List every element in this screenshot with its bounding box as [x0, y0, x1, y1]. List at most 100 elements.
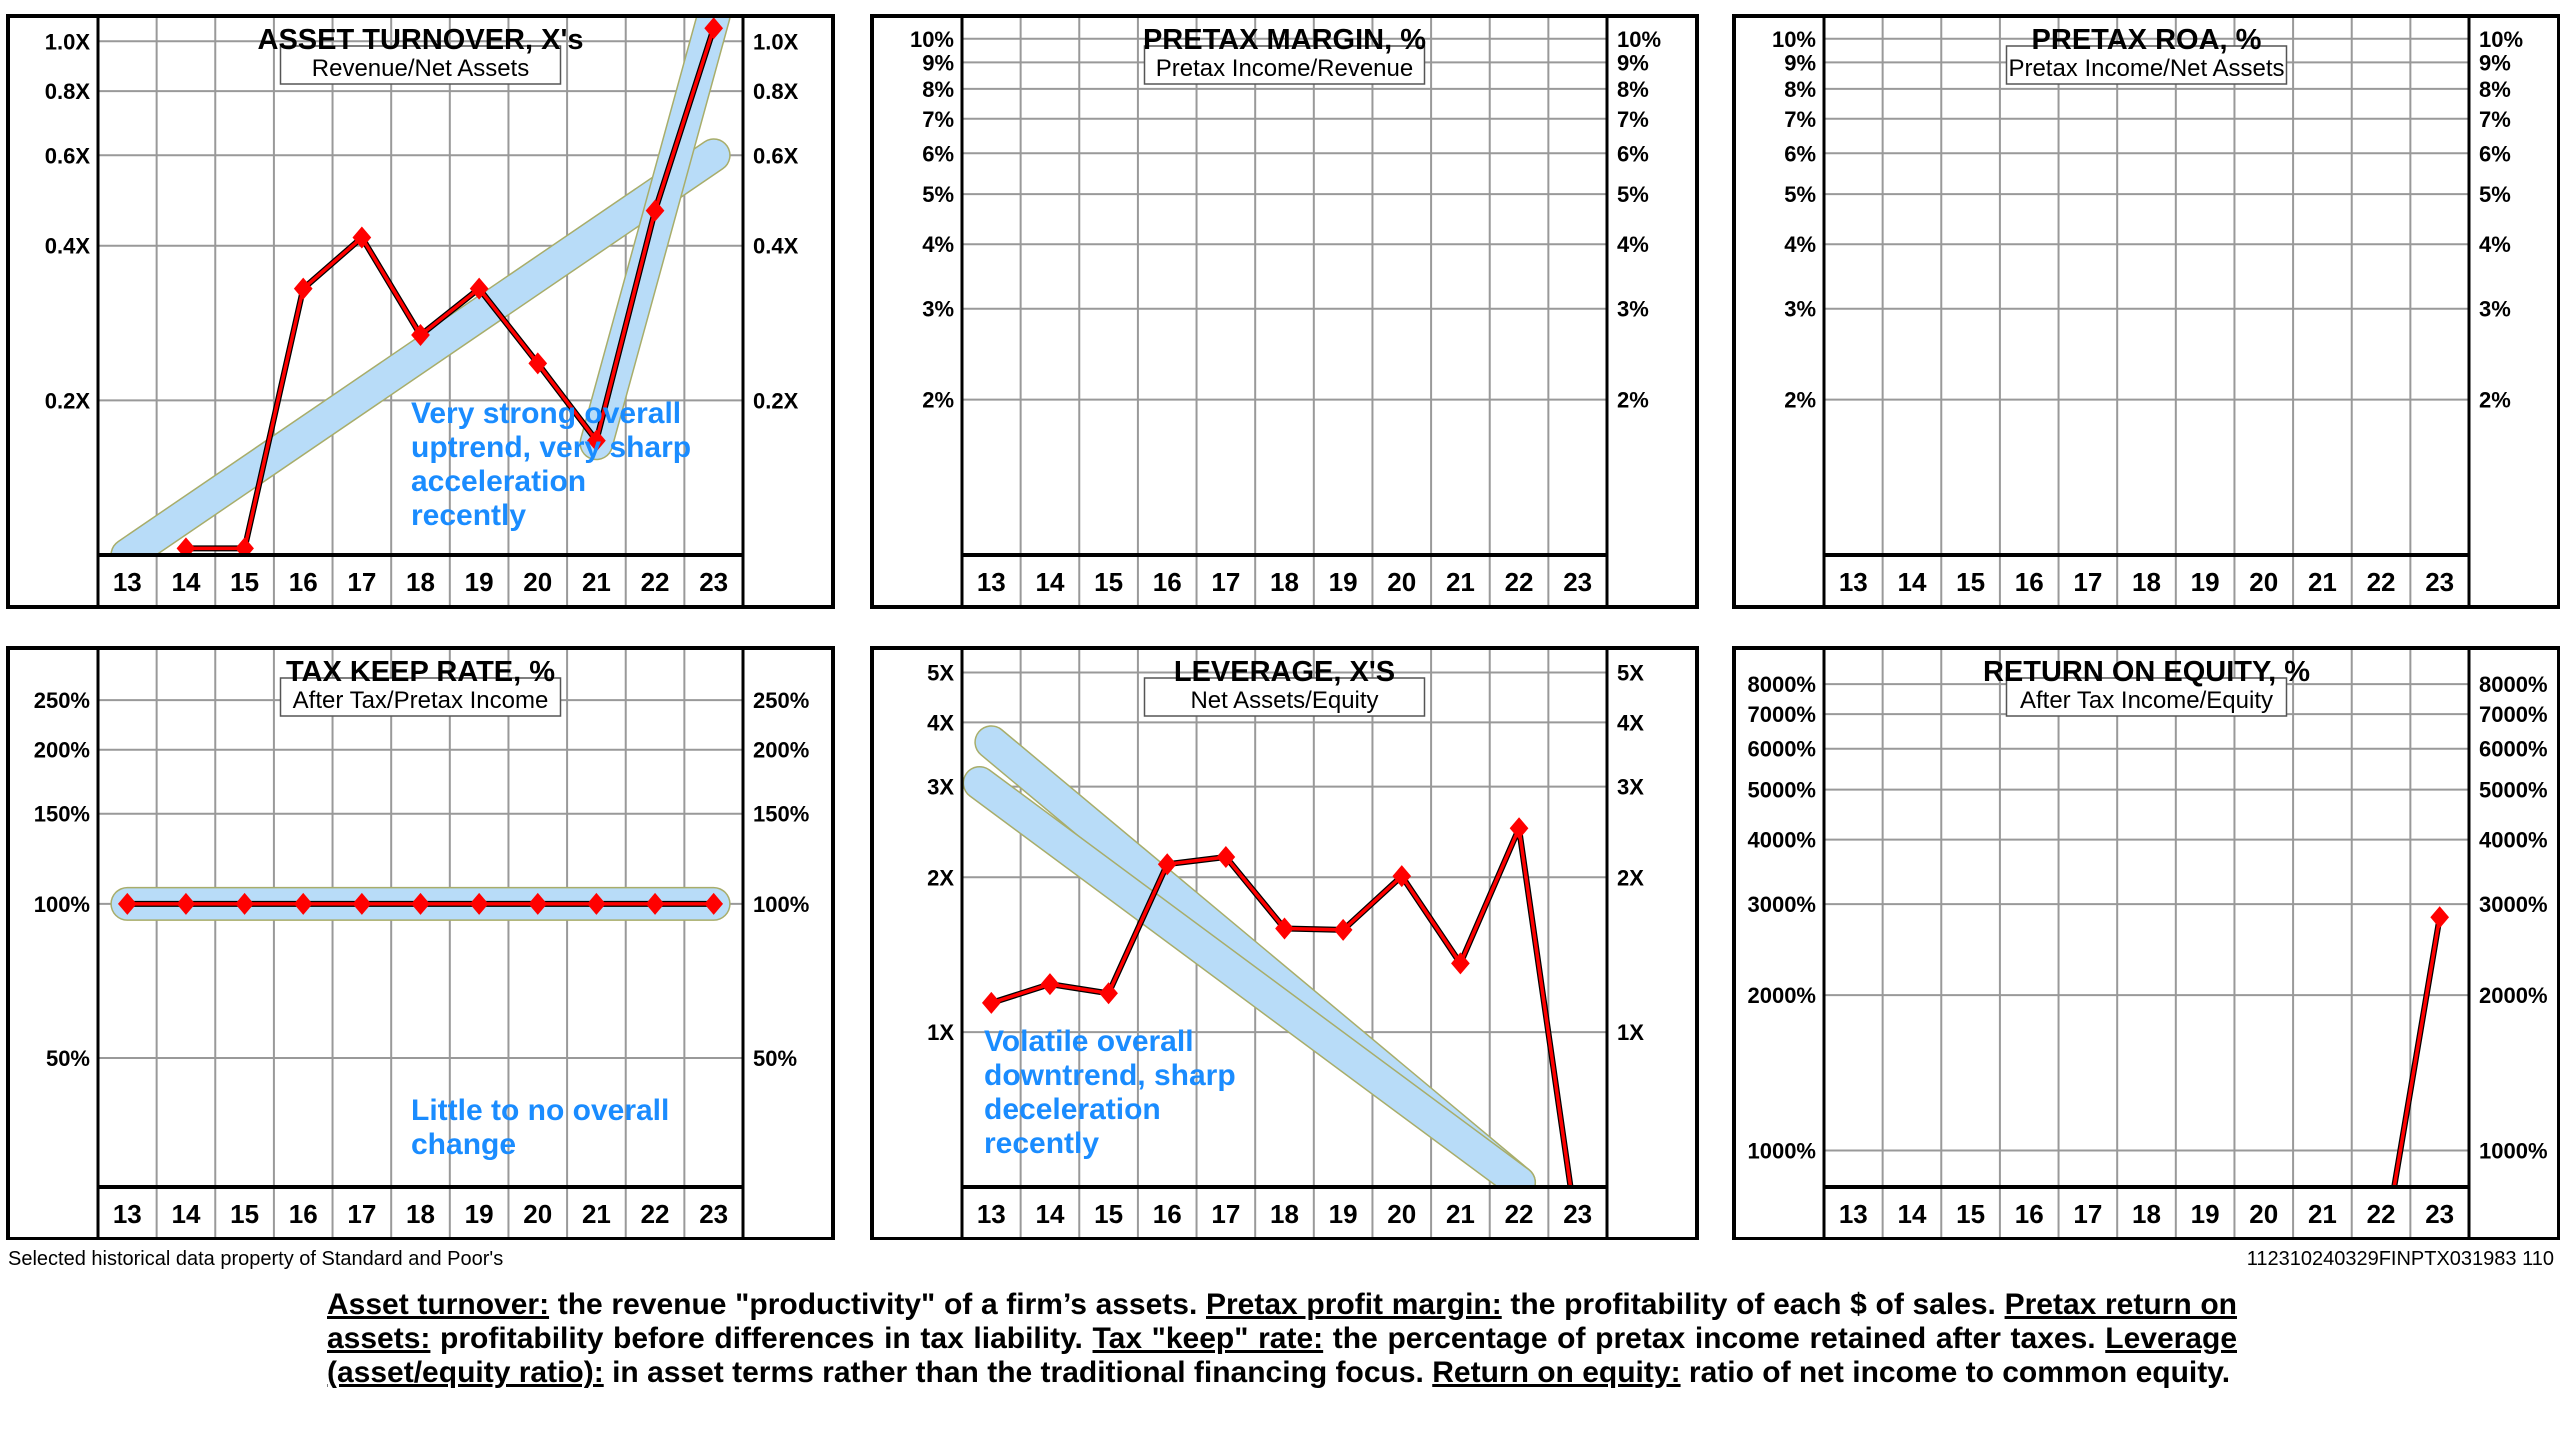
x-tick-label: 15 — [1094, 1199, 1123, 1229]
data-point-15 — [235, 892, 254, 915]
x-tick-label: 21 — [582, 1199, 611, 1229]
x-tick-label: 18 — [1270, 1199, 1299, 1229]
data-point-18 — [411, 892, 430, 915]
y-tick-label-right: 0.8X — [753, 79, 799, 104]
y-tick-label-left: 6000% — [1747, 737, 1816, 762]
y-tick-label-right: 2% — [2479, 388, 2511, 413]
y-tick-label-left: 7% — [1784, 107, 1816, 132]
data-point-23 — [704, 892, 724, 915]
trend-annotation: deceleration — [984, 1093, 1161, 1126]
glossary-definition: the profitability of each $ of sales. — [1501, 1288, 2005, 1321]
y-tick-label-right: 200% — [753, 738, 809, 763]
x-tick-label: 14 — [1035, 1199, 1064, 1229]
y-tick-label-left: 100% — [34, 892, 90, 917]
panel-background — [1734, 648, 2559, 1239]
y-tick-label-left: 6% — [1784, 141, 1816, 166]
chart-title: TAX KEEP RATE, % — [286, 656, 555, 688]
y-tick-label-left: 5000% — [1747, 778, 1816, 803]
y-tick-label-left: 8000% — [1747, 672, 1816, 697]
panel-border — [6, 646, 835, 1240]
y-tick-label-left: 50% — [46, 1046, 90, 1071]
data-point-22 — [645, 199, 665, 222]
x-tick-label: 13 — [1839, 567, 1868, 597]
chart-panel-asset-turnover-x-s: 1.0X 1.0X 0.8X 0.8X 0.6X 0.6X 0.4X 0.4X 0.2X 0.2X… — [6, 14, 835, 609]
y-tick-label-right: 9% — [1617, 50, 1649, 75]
x-tick-label: 13 — [1839, 1199, 1868, 1229]
glossary-term: Asset turnover: — [327, 1288, 550, 1321]
x-tick-label: 19 — [2191, 567, 2220, 597]
glossary-term: Tax "keep" rate: — [1092, 1322, 1324, 1355]
x-tick-label: 23 — [699, 1199, 728, 1229]
trend-annotation: recently — [411, 499, 526, 532]
y-tick-label-right: 4% — [2479, 232, 2511, 257]
y-tick-label-left: 3% — [922, 297, 954, 322]
plot-area — [962, 725, 1574, 1187]
x-tick-label: 18 — [406, 567, 435, 597]
x-tick-label: 17 — [2073, 567, 2102, 597]
chart-subtitle: Revenue/Net Assets — [312, 55, 529, 82]
glossary-term: Pretax return on assets: — [327, 1288, 2237, 1355]
y-tick-label-right: 1000% — [2479, 1139, 2548, 1164]
y-tick-label-right: 10% — [2479, 27, 2523, 52]
x-tick-label: 14 — [171, 1199, 200, 1229]
y-tick-label-right: 3% — [1617, 297, 1649, 322]
y-tick-label-right: 5% — [2479, 182, 2511, 207]
chart-subtitle: Pretax Income/Net Assets — [2008, 55, 2284, 82]
glossary: Asset turnover: the revenue "productivit… — [327, 1288, 2237, 1390]
x-tick-label: 22 — [641, 567, 670, 597]
data-point-19 — [469, 277, 489, 300]
x-tick-label: 16 — [2015, 1199, 2044, 1229]
y-tick-label-left: 5% — [1784, 182, 1816, 207]
y-tick-label-right: 9% — [2479, 50, 2511, 75]
x-tick-label: 22 — [641, 1199, 670, 1229]
x-tick-label: 21 — [1446, 1199, 1475, 1229]
y-tick-label-left: 5% — [922, 182, 954, 207]
chart-panel-pretax-roa: 10% 10%9% 9%8% 8%7% 7%6% 6%5% 5%4% 4%3% 3%2% 2%13… — [1732, 14, 2560, 609]
title-box — [1143, 677, 1426, 717]
trend-band — [111, 139, 730, 555]
x-tick-label: 19 — [2191, 1199, 2220, 1229]
y-tick-label-left: 1000% — [1747, 1139, 1816, 1164]
panel-border — [1732, 646, 2560, 1240]
chart-subtitle: Pretax Income/Revenue — [1156, 55, 1413, 82]
data-point-21 — [587, 429, 606, 452]
x-tick-label: 19 — [1329, 1199, 1358, 1229]
x-tick-label: 14 — [171, 567, 200, 597]
x-tick-label: 23 — [699, 567, 728, 597]
chart-subtitle: Net Assets/Equity — [1190, 687, 1378, 714]
y-tick-label-left: 4000% — [1747, 828, 1816, 853]
x-tick-label: 17 — [1211, 1199, 1240, 1229]
panel-border — [6, 14, 835, 609]
y-tick-label-left: 2X — [927, 865, 954, 890]
plot-area — [2391, 906, 2450, 1187]
data-point-17 — [1216, 845, 1236, 868]
x-tick-label: 16 — [1153, 567, 1182, 597]
x-tick-label: 18 — [2132, 567, 2161, 597]
data-point-16 — [293, 277, 313, 300]
y-tick-label-right: 5000% — [2479, 778, 2548, 803]
y-tick-label-right: 8% — [2479, 77, 2511, 102]
x-tick-label: 15 — [230, 1199, 259, 1229]
y-tick-label-left: 4X — [927, 710, 954, 735]
title-box — [279, 45, 562, 85]
y-tick-label-right: 50% — [753, 1046, 797, 1071]
x-tick-label: 16 — [289, 1199, 318, 1229]
y-tick-label-left: 0.8X — [45, 79, 91, 104]
data-point-19 — [469, 892, 489, 915]
title-box — [1143, 45, 1426, 85]
trend-annotation: Volatile overall — [984, 1025, 1194, 1058]
y-tick-label-left: 9% — [922, 50, 954, 75]
x-tick-label: 19 — [1329, 567, 1358, 597]
title-box — [279, 677, 562, 717]
y-tick-label-right: 3% — [2479, 297, 2511, 322]
y-tick-label-left: 0.6X — [45, 143, 91, 168]
trend-annotation: Very strong overall — [411, 397, 681, 430]
y-tick-label-right: 4% — [1617, 232, 1649, 257]
glossary-term: Return on equity: — [1432, 1356, 1681, 1389]
chart-panel-return-on-equity: 8000% 8000% 7000% 7000% 6000% 6000% 5000% 5000%… — [1732, 646, 2560, 1240]
glossary-definition: the percentage of pretax income retained… — [1323, 1322, 2106, 1355]
x-tick-label: 15 — [1956, 567, 1985, 597]
x-tick-label: 22 — [2367, 1199, 2396, 1229]
y-tick-label-left: 6% — [922, 141, 954, 166]
y-tick-label-left: 2000% — [1747, 983, 1816, 1008]
